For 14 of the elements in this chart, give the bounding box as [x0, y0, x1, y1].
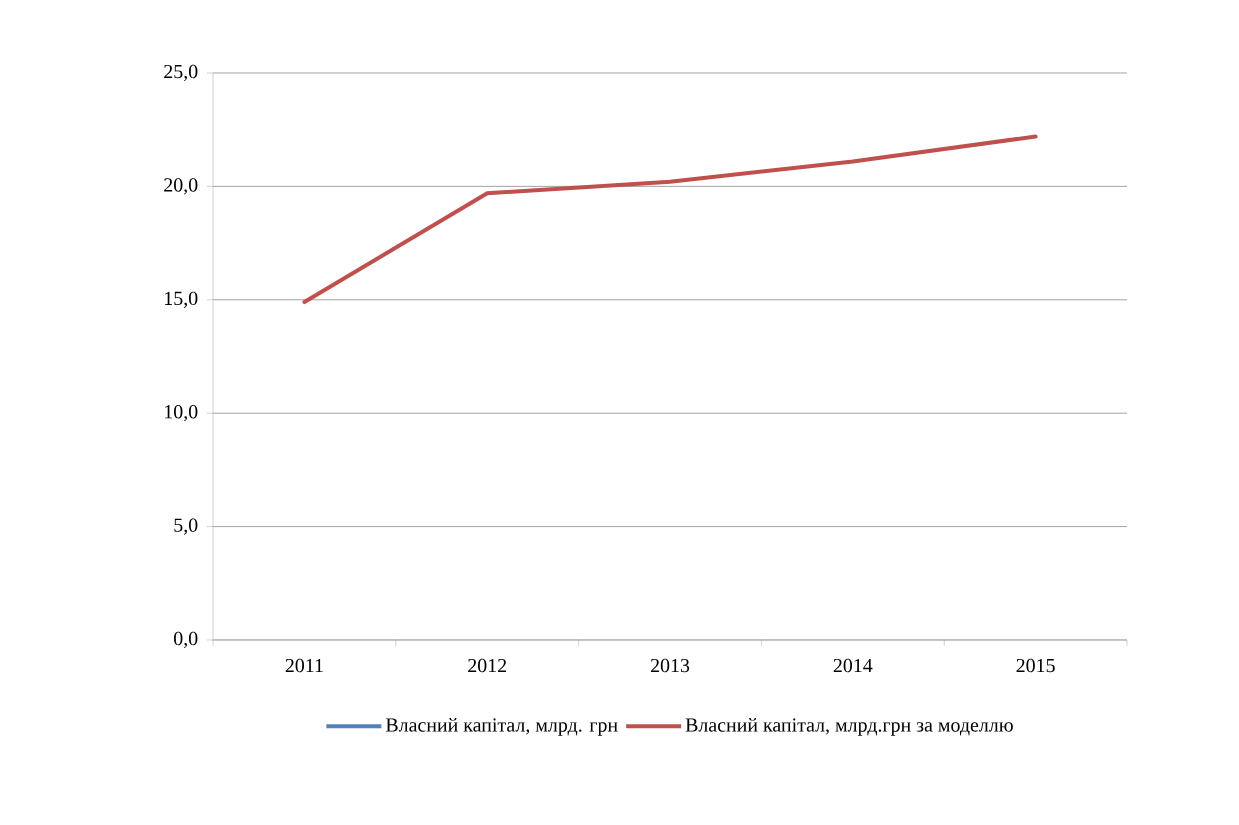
y-tick-label: 20,0: [164, 178, 198, 195]
line-series: [302, 134, 1038, 305]
y-tick-label: 15,0: [165, 291, 198, 308]
x-tick-label: 2014: [833, 658, 873, 673]
x-tick-label: 2012: [468, 658, 507, 673]
y-tick-label: 5,0: [174, 518, 198, 535]
x-tick-label: 2013: [650, 658, 690, 673]
y-tick-label: 10,0: [165, 405, 198, 422]
y-tick-label: 0,0: [174, 631, 198, 649]
legend-label: Власний капітал, млрд. грн: [385, 717, 618, 736]
y-tick-label: 25,0: [164, 64, 198, 82]
x-tick-label: 2015: [1016, 658, 1055, 673]
legend-label: Власний капітал, млрд.грн за моделлю: [685, 717, 1013, 736]
x-tick-label: 2011: [285, 658, 323, 673]
